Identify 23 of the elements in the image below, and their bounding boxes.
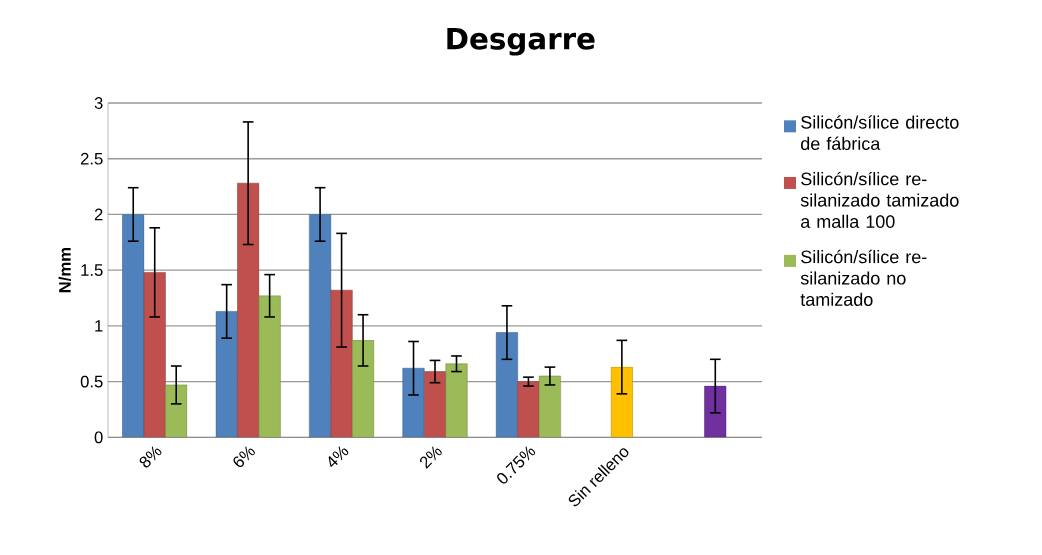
y-tick-label: 2 <box>94 208 103 221</box>
legend-label: Silicón/sílice re-silanizado tamizado a malla 100 <box>800 171 959 228</box>
bar <box>165 384 188 438</box>
bar <box>352 340 375 438</box>
bar <box>237 182 260 438</box>
bar <box>122 214 145 438</box>
bar <box>610 366 633 438</box>
y-tick-label: 1 <box>95 320 103 332</box>
y-tick-label: 3 <box>94 97 103 109</box>
x-tick-label: 8% <box>139 446 162 468</box>
bar <box>215 311 238 438</box>
x-tick-label: 4% <box>328 446 349 468</box>
x-tick-label: 6% <box>233 446 255 468</box>
legend-label: Silicón/sílice directo de fábrica <box>801 115 959 151</box>
chart-title: Desgarre <box>447 27 595 56</box>
y-tick-label: 2.5 <box>80 152 103 165</box>
x-tick-label: 2% <box>419 446 442 469</box>
y-tick-label: 0.5 <box>80 375 103 388</box>
y-tick-label: 0 <box>94 431 103 444</box>
y-axis-title: N/mm <box>58 248 71 293</box>
y-tick-label: 1.5 <box>81 264 103 276</box>
bar <box>143 272 166 438</box>
legend-label: Silicón/sílice re-silanizado no tamizado <box>800 249 927 306</box>
